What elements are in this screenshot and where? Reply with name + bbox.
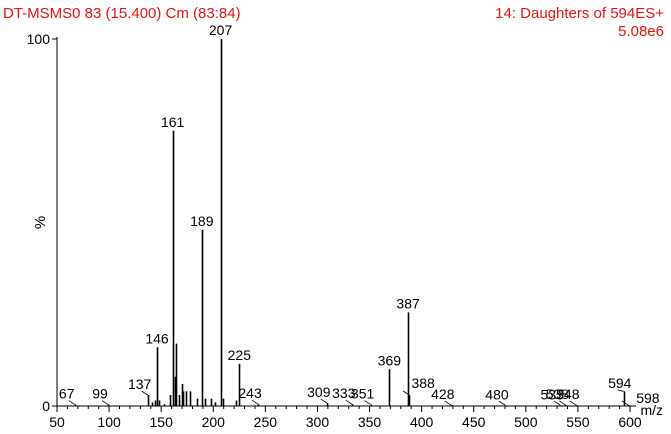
peak-label-leader	[345, 399, 353, 405]
x-tick-label: 300	[306, 414, 330, 430]
peak-label-leader	[68, 400, 75, 405]
peak-label-leader	[553, 400, 561, 406]
peak-label: 538	[546, 386, 570, 402]
peak-label-leader	[141, 390, 148, 396]
peak-label: 333	[332, 385, 356, 401]
peak-label: 146	[145, 330, 169, 346]
x-tick-label: 400	[410, 414, 434, 430]
peak-label-leader	[617, 389, 624, 392]
peak-label-leader	[364, 400, 371, 405]
peak-label: 309	[307, 384, 331, 400]
peak-label: 99	[92, 386, 108, 402]
peak-label: 137	[128, 376, 152, 392]
peaks-layer	[74, 39, 630, 406]
peak-label: 598	[636, 390, 660, 406]
x-tick-label: 200	[202, 414, 226, 430]
peak-label: 548	[556, 386, 580, 402]
y-tick-label: 0	[42, 398, 50, 414]
peak-label-leader	[444, 400, 452, 406]
x-tick-label: 50	[49, 414, 65, 430]
peak-label-leader	[320, 398, 328, 404]
peak-label: 67	[59, 386, 75, 402]
peak-label: 387	[396, 295, 420, 311]
peak-label-leader	[498, 400, 506, 406]
peak-label: 594	[608, 375, 632, 391]
peak-label-leader	[559, 400, 566, 406]
scan-function-label: 14: Daughters of 594ES+	[495, 5, 664, 22]
peak-label-leader	[101, 400, 109, 405]
x-tick-label: 150	[150, 414, 174, 430]
x-tick-label: 100	[97, 414, 121, 430]
peak-label: 243	[238, 385, 262, 401]
x-tick-label: 250	[254, 414, 278, 430]
spectrum-title: DT-MSMS0 83 (15.400) Cm (83:84)	[3, 5, 241, 22]
peak-label: 369	[378, 352, 402, 368]
peak-label: 161	[161, 114, 185, 130]
peak-label: 351	[351, 386, 375, 402]
peak-label: 189	[190, 213, 214, 229]
y-axis-label: %	[32, 216, 49, 229]
peak-label: 207	[209, 22, 233, 38]
peak-label: 225	[228, 347, 252, 363]
peak-label-leader	[402, 390, 410, 396]
peak-label-leader	[569, 400, 577, 406]
y-tick-label: 100	[27, 31, 51, 47]
x-tick-label: 500	[514, 414, 538, 430]
peak-label-leader	[621, 400, 629, 406]
peak-label: 533	[541, 386, 565, 402]
x-tick-label: 450	[462, 414, 486, 430]
x-axis-label: m/z	[640, 402, 663, 418]
x-tick-label: 350	[358, 414, 382, 430]
x-tick-label: 550	[566, 414, 590, 430]
axes-layer: 0 100% 50 100 150 200 250 300 350 400 450 500 550 600…	[27, 31, 663, 430]
peak-label-leader	[251, 399, 259, 405]
peak-label: 428	[431, 386, 455, 402]
peak-label: 480	[485, 386, 509, 402]
x-tick-label: 600	[618, 414, 642, 430]
base-peak-intensity: 5.08e6	[618, 23, 664, 40]
peak-label: 388	[411, 375, 435, 391]
